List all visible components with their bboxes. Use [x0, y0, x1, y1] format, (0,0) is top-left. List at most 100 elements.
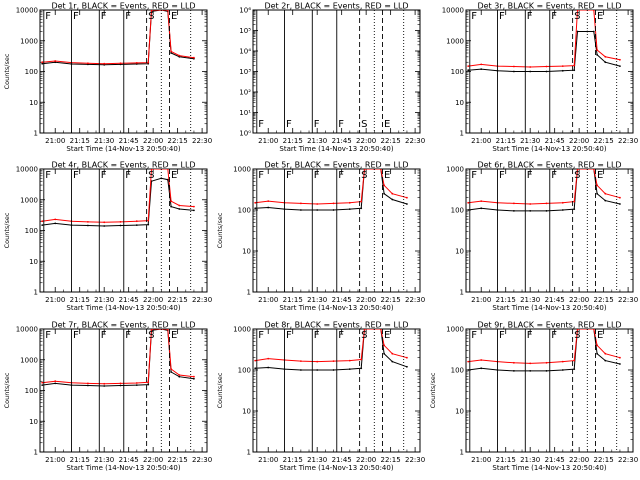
- series-point-lld: [383, 184, 385, 187]
- y-tick-label: 100: [25, 387, 38, 395]
- x-tick-label: 21:45: [545, 296, 565, 304]
- x-tick-label: 22:30: [618, 456, 638, 464]
- x-tick-label: 22:00: [143, 456, 163, 464]
- series-point-lld: [135, 220, 138, 223]
- marker-label: E: [171, 170, 177, 181]
- series-point-events: [41, 384, 44, 386]
- panel-title: Det 4r, BLACK = Events, RED = LLD: [51, 161, 195, 170]
- series-point-events: [135, 224, 138, 227]
- series-point-lld: [178, 374, 181, 376]
- x-tick-label: 22:15: [381, 137, 401, 145]
- series-point-lld: [596, 184, 598, 187]
- panel-title: Det 9r, BLACK = Events, RED = LLD: [477, 321, 621, 330]
- x-tick-label: 21:45: [119, 296, 139, 304]
- panel-title: Det 6r, BLACK = Events, RED = LLD: [477, 161, 621, 170]
- x-tick-label: 22:30: [192, 137, 212, 145]
- x-tick-label: 21:15: [70, 456, 90, 464]
- series-point-lld: [391, 192, 394, 195]
- marker-label: F: [45, 330, 51, 341]
- marker-label: S: [148, 330, 154, 341]
- marker-label: F: [551, 11, 557, 22]
- panel-title: Det 2r, BLACK = Events, RED = LLD: [264, 2, 408, 11]
- x-axis-label: Start Time (14-Nov-13 20:50:40): [66, 464, 180, 472]
- marker-label: F: [258, 119, 264, 130]
- x-tick-label: 22:15: [381, 456, 401, 464]
- x-tick-label: 22:30: [405, 296, 425, 304]
- series-point-events: [170, 371, 173, 373]
- x-tick-label: 22:30: [618, 296, 638, 304]
- y-tick-label: 1: [460, 289, 464, 297]
- marker-label: S: [361, 170, 367, 181]
- marker-label: F: [527, 170, 533, 181]
- x-tick-label: 22:00: [143, 137, 163, 145]
- series-point-lld: [348, 201, 351, 204]
- x-tick-label: 21:30: [94, 456, 114, 464]
- y-tick-label: 10: [455, 99, 464, 107]
- y-tick-label: 100: [25, 68, 38, 76]
- series-point-events: [41, 62, 44, 65]
- series-point-events: [348, 368, 351, 370]
- y-tick-label: 1: [34, 289, 38, 297]
- marker-label: F: [471, 11, 477, 22]
- panel-title: Det 1r, BLACK = Events, RED = LLD: [51, 2, 195, 11]
- series-point-events: [480, 207, 483, 210]
- y-tick-label: 10⁵: [239, 27, 251, 35]
- series-point-lld: [41, 61, 44, 64]
- series-point-events: [178, 208, 181, 210]
- series-point-events: [54, 222, 57, 225]
- marker-label: F: [101, 11, 107, 22]
- x-tick-label: 21:45: [545, 456, 565, 464]
- series-point-events: [596, 53, 598, 56]
- x-tick-label: 21:00: [45, 296, 65, 304]
- series-point-lld: [360, 200, 363, 203]
- marker-label: S: [574, 11, 580, 22]
- series-point-lld: [300, 202, 302, 205]
- y-tick-label: 100: [451, 207, 464, 215]
- series-point-lld: [87, 62, 89, 65]
- series-point-lld: [150, 169, 153, 170]
- y-tick-label: 1000: [233, 166, 251, 174]
- y-tick-label: 100: [451, 68, 464, 76]
- y-tick-label: 10: [29, 99, 38, 107]
- panel-det-4: Det 4r, BLACK = Events, RED = LLD 1 10 100 1…: [3, 161, 212, 313]
- series-point-lld: [54, 218, 57, 221]
- marker-label: F: [45, 170, 51, 181]
- series-point-lld: [119, 62, 122, 65]
- x-tick-label: 21:15: [283, 137, 303, 145]
- series-point-events: [254, 207, 257, 210]
- series-point-lld: [332, 360, 335, 362]
- y-tick-label: 10: [242, 408, 251, 416]
- y-tick-label: 10²: [239, 89, 251, 97]
- x-tick-label: 21:15: [70, 296, 90, 304]
- y-tick-label: 10⁰: [239, 130, 251, 138]
- series-point-lld: [513, 202, 515, 205]
- marker-label: E: [597, 170, 603, 181]
- series-point-lld: [360, 358, 363, 361]
- x-tick-label: 22:30: [192, 456, 212, 464]
- series-point-lld: [406, 356, 408, 359]
- series-point-events: [360, 207, 363, 210]
- series-point-events: [545, 210, 548, 212]
- series-point-lld: [178, 54, 181, 57]
- series-point-lld: [267, 200, 270, 203]
- y-tick-label: 1000: [446, 166, 464, 174]
- series-point-events: [383, 192, 385, 195]
- series-point-lld: [147, 61, 150, 64]
- marker-label: S: [361, 119, 367, 130]
- x-tick-label: 21:30: [94, 296, 114, 304]
- series-line-lld: [468, 329, 621, 364]
- panel-det-2: Det 2r, BLACK = Events, RED = LLD 10⁰ 10¹ 1…: [239, 2, 425, 154]
- series-point-lld: [383, 344, 385, 347]
- marker-label: F: [45, 11, 51, 22]
- series-point-lld: [254, 201, 257, 204]
- series-point-events: [561, 209, 564, 211]
- series-point-lld: [573, 64, 576, 67]
- series-line-lld: [468, 10, 621, 68]
- series-point-events: [332, 209, 335, 211]
- x-tick-label: 21:00: [45, 137, 65, 145]
- marker-label: F: [73, 11, 79, 22]
- x-tick-label: 22:15: [381, 296, 401, 304]
- marker-label: F: [499, 11, 505, 22]
- series-point-lld: [545, 65, 548, 68]
- series-point-lld: [316, 203, 319, 205]
